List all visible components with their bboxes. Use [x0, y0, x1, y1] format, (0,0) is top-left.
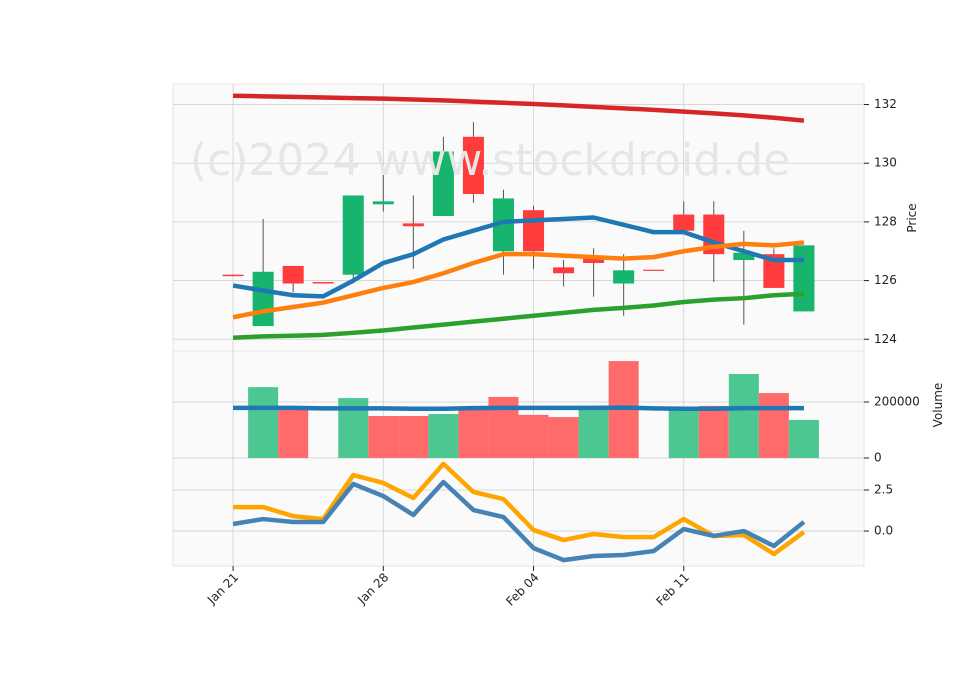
candle-body: [583, 257, 605, 263]
volume-bar: [668, 407, 699, 458]
candle-body: [342, 195, 364, 275]
y-tick-label: 128: [874, 214, 897, 228]
candle-body: [402, 223, 424, 227]
candle-body: [462, 136, 484, 195]
candle-body: [222, 274, 244, 277]
candle-body: [643, 269, 665, 271]
candle-body: [523, 210, 545, 252]
volume-bar: [788, 419, 819, 458]
candle-body: [492, 198, 514, 252]
candle-body: [553, 267, 575, 274]
y-tick-label: 2.5: [874, 483, 893, 497]
volume-bar: [278, 407, 309, 458]
x-tick-label: Jan 21: [204, 570, 241, 607]
y-tick-label: 132: [874, 97, 897, 111]
indicator-line: [232, 479, 806, 563]
y-tick-label: 200000: [874, 394, 920, 408]
moving-average: [232, 240, 805, 320]
candle-body: [432, 151, 454, 217]
volume-average: [233, 405, 804, 411]
y-tick-label: 0.0: [874, 524, 893, 538]
candle-body: [763, 254, 785, 288]
x-tick-label: Feb 11: [653, 570, 691, 608]
volume-bar: [248, 387, 279, 458]
volume-bar: [398, 415, 429, 458]
candle-body: [312, 282, 334, 284]
y-tick-label: 124: [874, 332, 897, 346]
moving-average: [232, 291, 805, 341]
x-tick-label: Feb 04: [503, 570, 541, 608]
volume-bar: [548, 417, 579, 458]
moving-average: [233, 93, 805, 123]
volume-bar: [698, 405, 729, 458]
volume-bar: [368, 415, 399, 458]
candle-body: [793, 245, 815, 312]
y-axis-label: Volume: [931, 383, 945, 428]
y-tick-label: 0: [874, 451, 882, 465]
watermark: (c)2024 www.stockdroid.de: [190, 135, 790, 186]
volume-bar: [518, 414, 549, 458]
volume-bar: [428, 414, 459, 458]
candle-body: [282, 265, 304, 284]
volume-bar: [458, 407, 489, 458]
y-tick-label: 130: [874, 156, 897, 170]
y-axis-label: Price: [905, 203, 919, 232]
x-tick-label: Jan 28: [354, 570, 391, 607]
candle-body: [673, 214, 695, 231]
y-tick-label: 126: [874, 273, 897, 287]
candle-body: [613, 270, 635, 284]
volume-bar: [758, 393, 789, 458]
volume-bar: [728, 373, 759, 458]
moving-average: [232, 215, 804, 299]
candle-body: [733, 252, 755, 261]
candle-body: [252, 271, 274, 327]
volume-bar: [578, 405, 609, 458]
candle-body: [372, 201, 394, 205]
